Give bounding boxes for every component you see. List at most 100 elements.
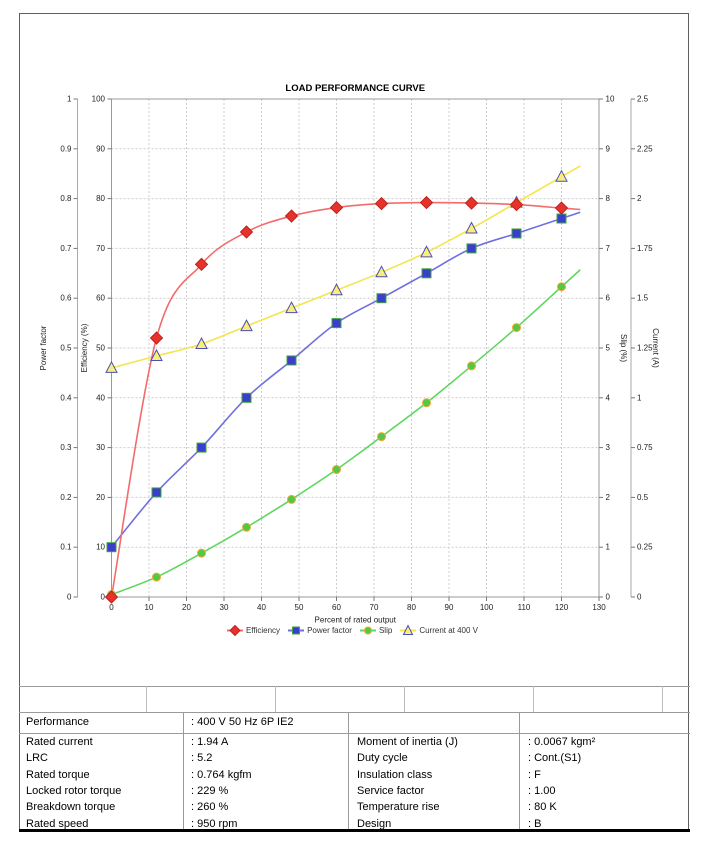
data-point-square [466, 243, 477, 254]
data-point-triangle [150, 348, 163, 361]
spec-row-label: Rated current [26, 736, 93, 748]
tick-label-x: 50 [295, 603, 304, 612]
tick-label-x: 20 [182, 603, 191, 612]
data-point-diamond [554, 201, 569, 215]
tick-label-current: 0.5 [637, 493, 649, 502]
data-point-triangle [240, 319, 253, 332]
data-point-triangle [465, 221, 478, 234]
tick-label-current: 0 [637, 593, 642, 602]
data-point-square [151, 487, 162, 498]
data-point-square [106, 542, 117, 553]
tick-label-x: 60 [332, 603, 341, 612]
load-performance-chart: 0 0.1 0.2 0.3 0.4 0.5 0.6 0.7 0.8 0.9 1 Power facto… [39, 83, 660, 625]
legend-label: Efficiency [245, 626, 281, 635]
x-axis-title: Percent of rated output [315, 616, 397, 625]
data-point-diamond [374, 196, 389, 211]
spec-row-value: : 5.2 [191, 752, 213, 765]
data-point-square [421, 268, 432, 279]
tick-label-power_factor: 0.8 [60, 194, 72, 203]
data-point-diamond [464, 196, 479, 210]
tick-label-x: 110 [518, 603, 531, 612]
spec-row-value: : 80 K [528, 801, 557, 814]
tick-label-current: 2.5 [637, 95, 649, 104]
data-point-square [376, 293, 387, 304]
tick-label-efficiency: 70 [96, 244, 105, 253]
tick-label-x: 70 [370, 603, 379, 612]
table-divider [533, 686, 534, 712]
spec-row-value: : 1.00 [528, 784, 556, 797]
axis-title-slip: Slip (%) [619, 334, 628, 362]
tick-label-current: 1.5 [637, 294, 649, 303]
spec-row-label: Locked rotor torque [26, 784, 122, 797]
tick-label-power_factor: 0.6 [60, 294, 72, 303]
spec-row-value: : 950 rpm [191, 817, 238, 830]
tick-label-current: 2 [637, 194, 642, 203]
tick-label-efficiency: 0 [101, 593, 106, 602]
tick-label-current: 1 [637, 393, 642, 402]
tick-label-efficiency: 10 [96, 543, 105, 552]
tick-label-current: 1.75 [637, 244, 653, 253]
data-point-triangle [330, 283, 343, 296]
spec-row-label: Rated torque [26, 768, 90, 781]
tick-label-slip: 8 [606, 194, 611, 203]
legend-label: Power factor [307, 626, 352, 635]
tick-label-slip: 1 [606, 543, 611, 552]
spec-row-label: Temperature rise [357, 801, 440, 814]
tick-label-efficiency: 40 [96, 393, 105, 402]
series-line-slip [111, 269, 581, 596]
spec-table: Performance : 400 V 50 Hz 6P IE2 Rated c… [19, 686, 690, 832]
table-divider [348, 712, 349, 829]
tick-label-slip: 7 [606, 244, 611, 253]
table-divider [662, 686, 663, 712]
data-point-diamond [239, 225, 254, 239]
data-point-circle [152, 572, 161, 582]
spec-row-label: Breakdown torque [26, 801, 116, 814]
legend-label: Slip [378, 626, 393, 635]
tick-label-slip: 9 [606, 144, 611, 153]
axis-title-efficiency: Efficiency (%) [80, 323, 89, 372]
series-markers-power-factor [106, 213, 567, 553]
series-markers-slip [107, 282, 566, 600]
tick-label-efficiency: 90 [96, 144, 105, 153]
tick-label-slip: 3 [606, 443, 611, 452]
table-divider [404, 686, 405, 712]
data-point-circle [332, 465, 341, 475]
data-point-triangle [105, 360, 118, 373]
tick-label-power_factor: 0.9 [60, 144, 72, 153]
tick-label-current: 1.25 [637, 344, 653, 353]
table-divider [183, 712, 184, 829]
data-point-triangle [285, 301, 298, 314]
chart-legend: Efficiency Power factor Slip Current at 400… [0, 624, 705, 637]
spec-row-label: Duty cycle [357, 752, 408, 765]
data-point-circle [557, 282, 566, 292]
tick-label-slip: 0 [606, 593, 611, 602]
data-point-diamond [194, 257, 209, 272]
tick-label-x: 80 [407, 603, 416, 612]
legend-marker-square-icon [288, 626, 305, 635]
tick-label-current: 2.25 [637, 144, 653, 153]
spec-row-label: Rated speed [26, 817, 89, 830]
series-line-current-at-400-v [111, 165, 581, 369]
spec-row-value: : 0.0067 kgm² [528, 736, 596, 748]
legend-marker-triangle-icon [400, 624, 417, 635]
tick-label-x: 40 [257, 603, 266, 612]
tick-label-efficiency: 60 [96, 294, 105, 303]
legend-label: Current at 400 V [419, 626, 479, 635]
data-point-triangle [195, 336, 208, 350]
data-point-diamond [509, 197, 524, 212]
tick-label-efficiency: 20 [96, 493, 105, 502]
data-point-square [286, 355, 297, 366]
spec-row-value: : 260 % [191, 801, 229, 814]
spec-row-value: : 1.94 A [191, 736, 229, 748]
spec-header-label: Performance [26, 716, 89, 728]
tick-label-efficiency: 30 [96, 443, 105, 452]
spec-row-value: : 0.764 kgfm [191, 768, 252, 781]
tick-label-x: 100 [480, 603, 494, 612]
tick-label-slip: 5 [606, 344, 611, 353]
tick-label-power_factor: 0.4 [60, 393, 72, 402]
spec-row-value: : B [528, 817, 542, 830]
tick-label-efficiency: 80 [96, 194, 105, 203]
tick-label-power_factor: 0.7 [60, 244, 72, 253]
data-point-circle [197, 548, 206, 558]
data-point-triangle [420, 245, 433, 258]
